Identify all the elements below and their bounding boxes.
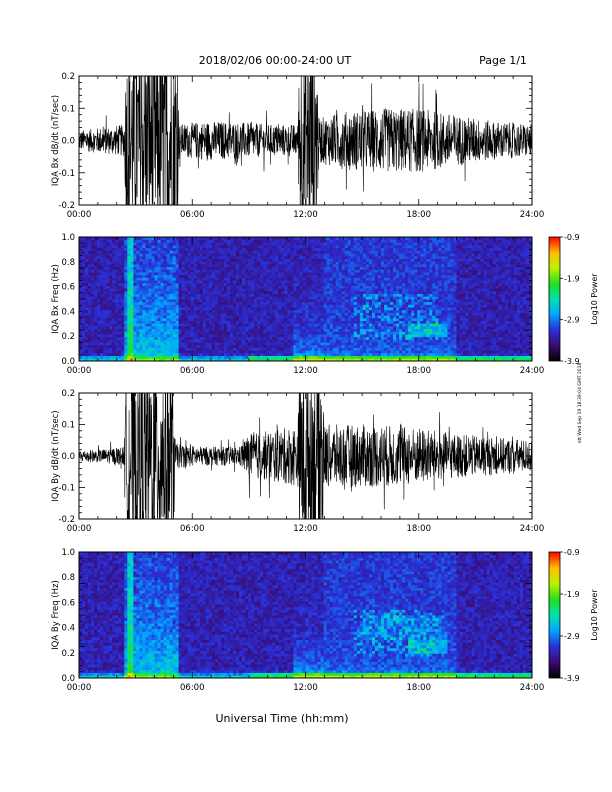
x-tick-label: 12:00 — [293, 524, 318, 534]
x-tick-label: 06:00 — [180, 210, 205, 220]
y-tick-label: -0.1 — [58, 169, 75, 179]
x-tick-label: 00:00 — [67, 683, 92, 693]
y-tick-label: -0.1 — [58, 484, 75, 494]
colorbar-tick-label: -3.9 — [564, 674, 580, 683]
x-tick-label: 24:00 — [520, 524, 545, 534]
spectrogram-cells — [79, 552, 533, 679]
x-tick-label: 18:00 — [407, 683, 432, 693]
colorbar-tick-label: -2.9 — [564, 632, 580, 641]
colorbar-tick-label: -3.9 — [564, 357, 580, 366]
x-tick-label: 24:00 — [520, 366, 545, 376]
page-number: Page 1/1 — [479, 54, 527, 67]
y-axis-label: IQA Bx dB/dt (nT/sec) — [51, 95, 61, 186]
y-tick-label: -0.2 — [58, 515, 75, 525]
x-tick-label: 18:00 — [407, 524, 432, 534]
y-tick-label: 0.2 — [61, 72, 75, 82]
y-tick-label: 1.0 — [61, 548, 75, 558]
x-tick-label: 18:00 — [407, 210, 432, 220]
colorbar-label: Log10 Power — [590, 273, 599, 325]
y-tick-label: 0.6 — [61, 283, 75, 293]
y-axis-label: IQA By Freq (Hz) — [51, 580, 61, 650]
x-tick-label: 06:00 — [180, 683, 205, 693]
y-tick-label: 0.1 — [61, 104, 75, 114]
x-tick-label: 12:00 — [293, 683, 318, 693]
x-tick-label: 24:00 — [520, 210, 545, 220]
x-tick-label: 24:00 — [520, 683, 545, 693]
x-tick-label: 06:00 — [180, 524, 205, 534]
x-tick-label: 12:00 — [293, 210, 318, 220]
y-axis-label: IQA Bx Freq (Hz) — [51, 264, 61, 334]
colorbar-tick-label: -2.9 — [564, 316, 580, 325]
colorbar-tick-label: -1.9 — [564, 590, 580, 599]
colorbar-tick-label: -1.9 — [564, 274, 580, 283]
y-tick-label: 0.8 — [61, 258, 75, 268]
y-tick-label: 0.0 — [61, 357, 75, 367]
y-tick-label: 0.4 — [61, 624, 75, 634]
y-tick-label: 0.0 — [61, 137, 75, 147]
series-line — [79, 393, 532, 519]
plot-title: 2018/02/06 00:00-24:00 UT — [199, 54, 352, 67]
x-axis-title: Universal Time (hh:mm) — [216, 712, 349, 725]
y-tick-label: 0.2 — [61, 649, 75, 659]
colorbar — [548, 551, 561, 679]
x-tick-label: 00:00 — [67, 524, 92, 534]
x-tick-label: 00:00 — [67, 210, 92, 220]
y-tick-label: 0.2 — [61, 389, 75, 399]
y-tick-label: 0.6 — [61, 598, 75, 608]
y-tick-label: 0.1 — [61, 421, 75, 431]
y-axis-label: IQA By dB/dt (nT/sec) — [51, 410, 61, 501]
colorbar-label: Log10 Power — [590, 589, 599, 641]
x-tick-label: 18:00 — [407, 366, 432, 376]
series-line — [79, 76, 532, 205]
colorbar-tick-label: -0.9 — [564, 233, 580, 242]
x-tick-label: 06:00 — [180, 366, 205, 376]
y-tick-label: -0.2 — [58, 201, 75, 211]
x-tick-label: 00:00 — [67, 366, 92, 376]
by-spectrogram-panel: 00:00 06:00 12:00 18:00 24:00 0.0 0.2 0.4 0.6 0.8… — [51, 548, 599, 693]
y-tick-label: 1.0 — [61, 233, 75, 243]
y-tick-label: 0.4 — [61, 307, 75, 317]
y-tick-label: 0.2 — [61, 332, 75, 342]
y-tick-label: 0.0 — [61, 452, 75, 462]
side-stamp: ntt Wed Sep 19 18:39:04 GMT 2018 — [577, 362, 583, 443]
bx-timeseries-panel: 00:00 06:00 12:00 18:00 24:00 -0.2 -0.1 0.0 0.1 0… — [51, 72, 545, 220]
bx-spectrogram-panel: 00:00 06:00 12:00 18:00 24:00 0.0 0.2 0.4 0.6 0.8… — [51, 233, 599, 376]
x-tick-label: 12:00 — [293, 366, 318, 376]
colorbar-tick-label: -0.9 — [564, 548, 580, 557]
y-tick-label: 0.8 — [61, 573, 75, 583]
colorbar — [548, 236, 561, 362]
by-timeseries-panel: 00:00 06:00 12:00 18:00 24:00 -0.2 -0.1 0.0 0.1 0… — [51, 389, 545, 534]
y-tick-label: 0.0 — [61, 674, 75, 684]
spectrogram-cells — [79, 237, 533, 362]
